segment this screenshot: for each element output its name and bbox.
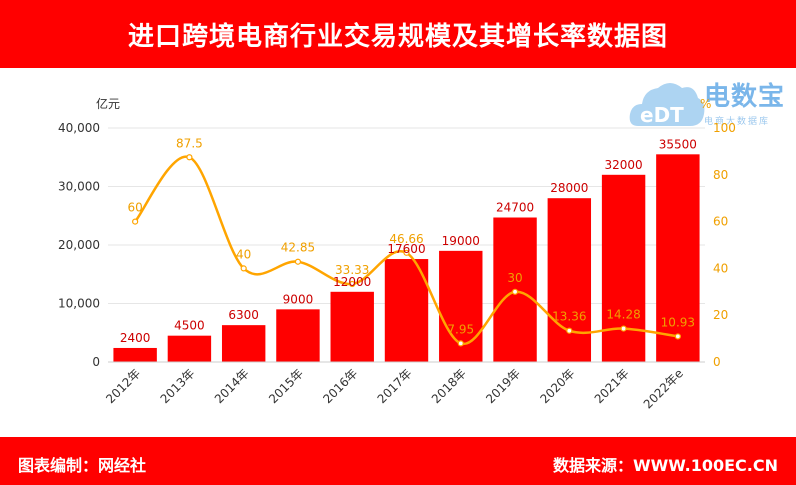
growth-point (294, 258, 302, 265)
x-tick-label: 2016年 (320, 366, 360, 406)
bar-value-label: 19000 (442, 234, 480, 248)
x-tick-label: 2020年 (537, 366, 577, 406)
logo: eDT 电数宝 电商大数据库 (628, 74, 788, 134)
chart-title: 进口跨境电商行业交易规模及其增长率数据图 (0, 0, 796, 68)
x-tick-label: 2021年 (592, 366, 632, 406)
bar (167, 335, 212, 362)
growth-value-label: 33.33 (335, 263, 369, 277)
bar (384, 259, 429, 362)
logo-brand: 电数宝 (704, 82, 786, 112)
growth-point (457, 340, 464, 347)
growth-value-label: 40 (236, 247, 251, 261)
growth-value-label: 46.66 (389, 232, 423, 246)
growth-value-label: 60 (127, 201, 142, 215)
y2-tick-label: 100 (713, 121, 736, 135)
bar (601, 174, 646, 362)
bar (330, 291, 374, 362)
bar-value-label: 6300 (228, 308, 259, 322)
growth-value-label: 13.36 (552, 310, 586, 324)
x-tick-label: 2019年 (483, 366, 523, 406)
bar (276, 309, 320, 362)
y-tick-label: 30,000 (58, 180, 100, 194)
growth-point (511, 288, 519, 295)
data-labels: 2400 4500 6300 9000 12000 17600 19000 24700 2800… (120, 136, 697, 345)
bar (547, 198, 592, 362)
y2-tick-label: 20 (713, 308, 728, 322)
growth-line (132, 154, 681, 347)
x-tick-label: 2014年 (212, 366, 252, 406)
bar (113, 347, 157, 362)
bar-value-label: 32000 (604, 158, 642, 172)
bar-value-label: 2400 (120, 331, 151, 345)
growth-point (674, 333, 681, 340)
growth-point (566, 327, 573, 334)
y-tick-label: 10,000 (58, 297, 100, 311)
growth-point (620, 325, 627, 332)
bar-value-label: 24700 (496, 201, 534, 215)
x-tick-label: 2022年e (641, 366, 686, 411)
bar (221, 325, 266, 362)
chart-area: 亿元 % 2400 4500 6300 9000 12000 17600 19000 2470… (58, 96, 736, 411)
growth-value-label: 87.5 (176, 136, 203, 150)
growth-value-label: 42.85 (281, 241, 315, 255)
growth-value-label: 30 (507, 271, 522, 285)
growth-value-label: 14.28 (606, 308, 640, 322)
y2-tick-label: 80 (713, 168, 728, 182)
x-tick-label: 2013年 (158, 366, 198, 406)
growth-point (132, 218, 139, 225)
bar (656, 154, 700, 362)
growth-point (349, 280, 356, 288)
x-tick-label: 2018年 (429, 366, 469, 406)
logo-letters: eDT (640, 103, 684, 127)
x-tick-label: 2015年 (266, 366, 306, 406)
y-axis-unit: 亿元 (96, 96, 120, 111)
bar-value-label: 17600 (387, 242, 425, 256)
y-tick-label: 0 (92, 355, 100, 369)
y2-axis-unit: % (700, 97, 711, 111)
bar-value-label: 35500 (659, 137, 697, 151)
y2-tick-label: 60 (713, 215, 728, 229)
growth-point (403, 249, 410, 256)
y-tick-label: 20,000 (58, 238, 100, 252)
growth-point (240, 265, 247, 272)
bars (113, 154, 700, 362)
y2-tick-label: 40 (713, 261, 728, 275)
cloud-logo-icon: eDT (629, 83, 705, 127)
x-tick-label: 2017年 (375, 366, 415, 406)
footer-credit: 图表编制：网经社 (18, 456, 147, 475)
y-tick-label: 40,000 (58, 121, 100, 135)
growth-value-label: 7.95 (447, 322, 474, 336)
footer: 图表编制：网经社 数据来源：WWW.100EC.CN (0, 437, 796, 485)
bar-value-label: 9000 (283, 292, 314, 306)
footer-source: 数据来源：WWW.100EC.CN (552, 456, 778, 475)
bar-value-label: 12000 (333, 275, 371, 289)
growth-value-label: 10.93 (661, 315, 695, 329)
bar-value-label: 28000 (550, 181, 588, 195)
bar-value-label: 4500 (174, 319, 205, 333)
y2-tick-label: 0 (713, 355, 721, 369)
x-tick-label: 2012年 (103, 366, 143, 406)
growth-point (186, 154, 193, 161)
logo-tagline: 电商大数据库 (704, 117, 771, 127)
